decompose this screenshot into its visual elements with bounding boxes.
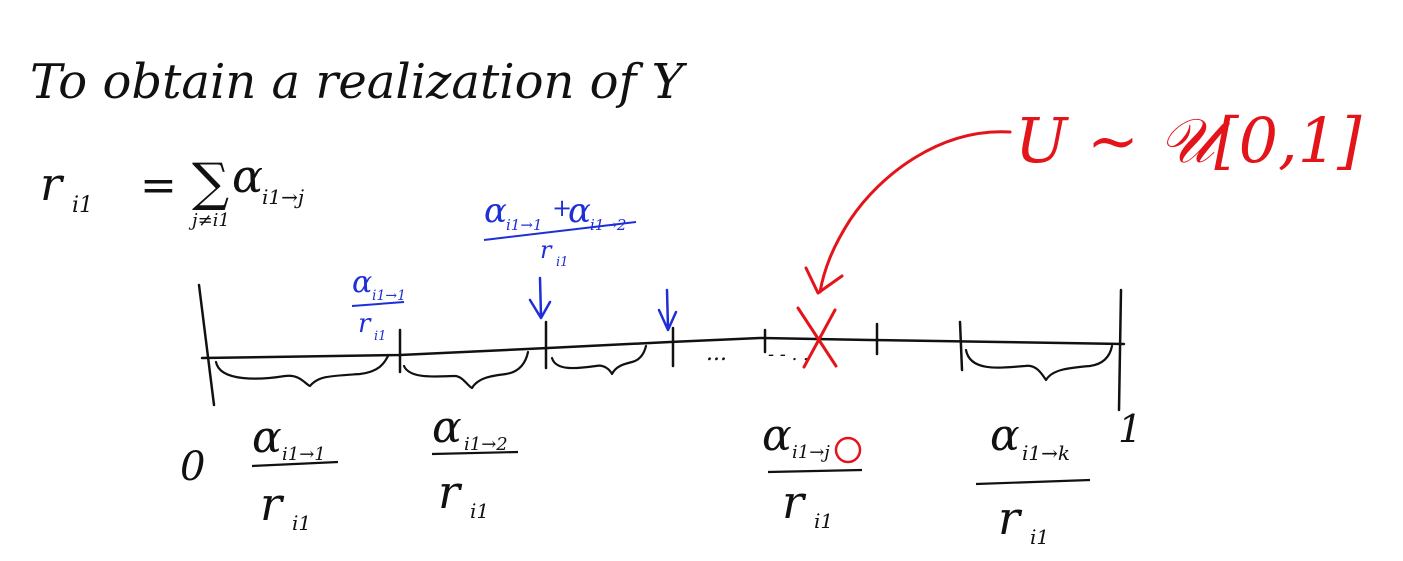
interval-1-den: r [260,477,285,531]
sum-symbol: ∑ [192,153,229,213]
axis-start-tick [197,283,216,407]
interval-j-den-sub: i1 [814,509,833,533]
interval-1-den-sub: i1 [292,511,311,535]
blue-label-2-num2: α [568,191,591,231]
blue-label-2-plus: + [552,194,572,222]
brace-1 [214,354,390,388]
red-circle-index-j [834,436,862,464]
interval-j-den: r [782,475,807,529]
interval-2-bar [431,450,519,456]
rate-definition: r i1 = ∑ j≠i1 α i1→j [40,149,304,231]
interval-2-den-sub: i1 [470,499,489,523]
interval-k-den-sub: i1 [1030,525,1049,549]
interval-k-den: r [998,491,1023,545]
sum-term: α [232,149,263,203]
blue-label-2-den: r [540,236,553,264]
interval-j-num: α [762,410,792,461]
interval-labels: α i1→1 r i1 α i1→2 r i1 α i1→j r i1 α i1… [251,402,1091,549]
interval-2-num: α [432,402,462,453]
blue-label-2-num: α [484,191,507,231]
interval-k-num: α [990,410,1020,461]
blue-label-1-bar [351,301,405,307]
axis-line [200,336,1126,360]
blue-arrow-1 [528,276,552,320]
interval-1-num-sub: i1→1 [282,444,326,465]
axis-end-label: 1 [1118,407,1142,451]
rate-lhs-subscript: i1 [72,193,93,218]
interval-1-bar [251,460,339,468]
axis-tick-6 [958,320,964,372]
brace-3 [550,344,648,376]
red-cross-mark [796,306,838,369]
brace-2 [402,350,530,390]
interval-j-num-sub: i1→j [792,442,830,463]
interval-j-bar [767,468,863,474]
interval-1-num: α [252,412,282,463]
blue-cumulative-labels: α i1→1 r i1 α i1→1 + α i1→2 r i1 [351,191,678,344]
blue-label-1-num-sub: i1→1 [372,288,406,304]
uniform-note-text: U ~ 𝒰[0,1] [1015,104,1362,177]
interval-2-num-sub: i1→2 [464,434,508,455]
rate-equals: = [140,160,177,211]
blue-arrow-2 [657,288,678,332]
blue-label-2-num-sub: i1→1 [506,216,542,234]
axis-start-label: 0 [180,444,205,490]
blue-label-1-den-sub: i1 [374,329,386,344]
interval-k-num-sub: i1→k [1022,441,1070,465]
sum-index: j≠i1 [188,210,230,231]
blue-label-1-den: r [358,309,372,339]
axis-dash-dots: - - . . [768,344,809,365]
sum-term-subscript: i1→j [262,185,304,209]
rate-lhs: r [40,157,65,211]
red-arrow-head [804,266,844,295]
heading-text: To obtain a realization of Y [30,54,688,110]
axis-dots: ... [706,341,727,366]
interval-k-bar [975,478,1091,486]
unit-interval-axis: ... - - . . 0 1 [180,283,1142,490]
uniform-note: U ~ 𝒰[0,1] [804,104,1362,295]
axis-end-tick [1117,288,1123,412]
blue-label-2-bar [483,221,637,241]
interval-2-den: r [438,465,463,519]
blue-label-1-num: α [352,265,372,300]
red-arrow-curve [818,130,1012,294]
brace-4 [964,344,1114,382]
blue-label-2-den-sub: i1 [556,255,568,270]
